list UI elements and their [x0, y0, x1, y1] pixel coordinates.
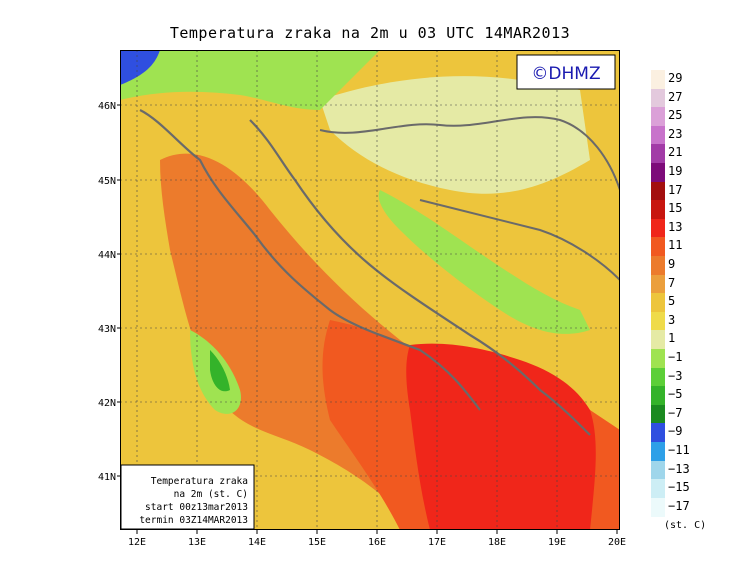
colorbar-label: 29	[668, 71, 683, 85]
colorbar-label: 11	[668, 238, 683, 253]
colorbar-swatch	[651, 88, 665, 108]
colorbar-label: 1	[668, 331, 676, 346]
field-alps-green	[120, 50, 380, 110]
x-tick-label: 13E	[188, 537, 206, 548]
colorbar-swatch	[651, 349, 665, 369]
x-tick-label: 16E	[368, 537, 386, 548]
x-tick-label: 15E	[308, 537, 326, 548]
colorbar-label: 9	[668, 257, 676, 271]
colorbar-label: 19	[668, 164, 683, 178]
field-dinaric-green	[378, 190, 590, 334]
colorbar-label: 13	[668, 219, 683, 234]
graticule	[120, 50, 620, 530]
colorbar-swatch	[651, 218, 665, 238]
field-italy-dark-green	[210, 350, 230, 392]
colorbar-label: 21	[668, 145, 683, 160]
field-south-red	[406, 343, 596, 530]
colorbar-swatch	[651, 107, 665, 127]
colorbar-label: −5	[668, 387, 683, 402]
colorbar-unit: (st. C)	[664, 520, 707, 531]
y-tick-label: 46N	[98, 101, 116, 112]
x-tick-label: 20E	[608, 537, 626, 548]
colorbar-swatch	[651, 163, 665, 183]
colorbar-swatch	[651, 330, 665, 350]
colorbar-swatch	[651, 460, 665, 480]
colorbar-label: −7	[668, 405, 683, 420]
colorbar-label: 3	[668, 312, 676, 327]
colorbar-swatch	[651, 404, 665, 424]
colorbar-label: 23	[668, 126, 683, 141]
colorbar-label: −13	[668, 461, 690, 476]
colorbar-swatch	[651, 181, 665, 201]
colorbar-label: 15	[668, 201, 683, 216]
coastline-italy	[139, 109, 481, 411]
field-west-warm	[120, 160, 180, 480]
colorbar-swatch	[651, 311, 665, 331]
colorbar-swatch	[651, 200, 665, 220]
map-frame	[120, 50, 620, 530]
info-line-2: na 2m (st. C)	[174, 489, 248, 500]
watermark-box	[516, 54, 616, 90]
colorbar-swatch	[651, 70, 665, 90]
x-axis: 12E 13E 14E 15E 16E 17E 18E 19E 20E	[128, 530, 626, 548]
colorbar-swatch	[651, 479, 665, 499]
colorbar-label: 7	[668, 275, 676, 290]
colorbar-swatch	[651, 442, 665, 462]
colorbar-swatch	[651, 367, 665, 387]
info-line-4: termin 03Z14MAR2013	[139, 515, 248, 526]
info-line-3: start 00z13mar2013	[145, 502, 248, 513]
colorbar-label: 25	[668, 108, 683, 123]
y-tick-label: 41N	[98, 472, 116, 483]
border-inland	[319, 116, 620, 191]
colorbar-swatch	[651, 125, 665, 145]
colorbar-swatch	[651, 237, 665, 257]
colorbar-swatch	[651, 497, 665, 517]
x-tick-label: 19E	[548, 537, 566, 548]
info-box	[120, 464, 255, 530]
colorbar-swatch	[651, 256, 665, 276]
coastline-balkan	[249, 119, 591, 436]
y-tick-label: 45N	[98, 176, 116, 187]
border-inland-2	[419, 199, 620, 281]
x-tick-label: 17E	[428, 537, 446, 548]
info-line-1: Temperatura zraka	[151, 476, 248, 487]
temperature-map: ©DHMZ Temperatura zraka na 2m (st. C) st…	[120, 50, 620, 530]
colorbar-label: −3	[668, 368, 683, 383]
x-tick-label: 14E	[248, 537, 266, 548]
colorbar-label: −11	[668, 443, 690, 457]
colorbar-label: 27	[668, 89, 683, 104]
colorbar-label: 5	[668, 294, 676, 309]
y-tick-label: 42N	[98, 398, 116, 409]
colorbar-swatch	[651, 423, 665, 443]
colorbar-label: −17	[668, 498, 690, 513]
y-tick-label: 44N	[98, 250, 116, 261]
colorbar-swatch	[651, 293, 665, 313]
colorbar-label: 17	[668, 182, 683, 197]
colorbar-swatch	[651, 386, 665, 406]
colorbar-swatch	[651, 274, 665, 294]
map-title: Temperatura zraka na 2m u 03 UTC 14MAR20…	[169, 24, 571, 42]
y-axis: 46N 45N 44N 43N 42N 41N	[98, 101, 120, 483]
colorbar-label: −15	[668, 480, 690, 495]
x-tick-label: 18E	[488, 537, 506, 548]
colorbar-swatch	[651, 144, 665, 164]
y-tick-label: 43N	[98, 324, 116, 335]
colorbar-label: −9	[668, 424, 683, 439]
colorbar-label: −1	[668, 350, 683, 364]
x-tick-label: 12E	[128, 537, 146, 548]
field-alps-blue	[120, 50, 160, 85]
watermark-text: ©DHMZ	[531, 64, 600, 84]
field-north-light	[320, 76, 590, 194]
